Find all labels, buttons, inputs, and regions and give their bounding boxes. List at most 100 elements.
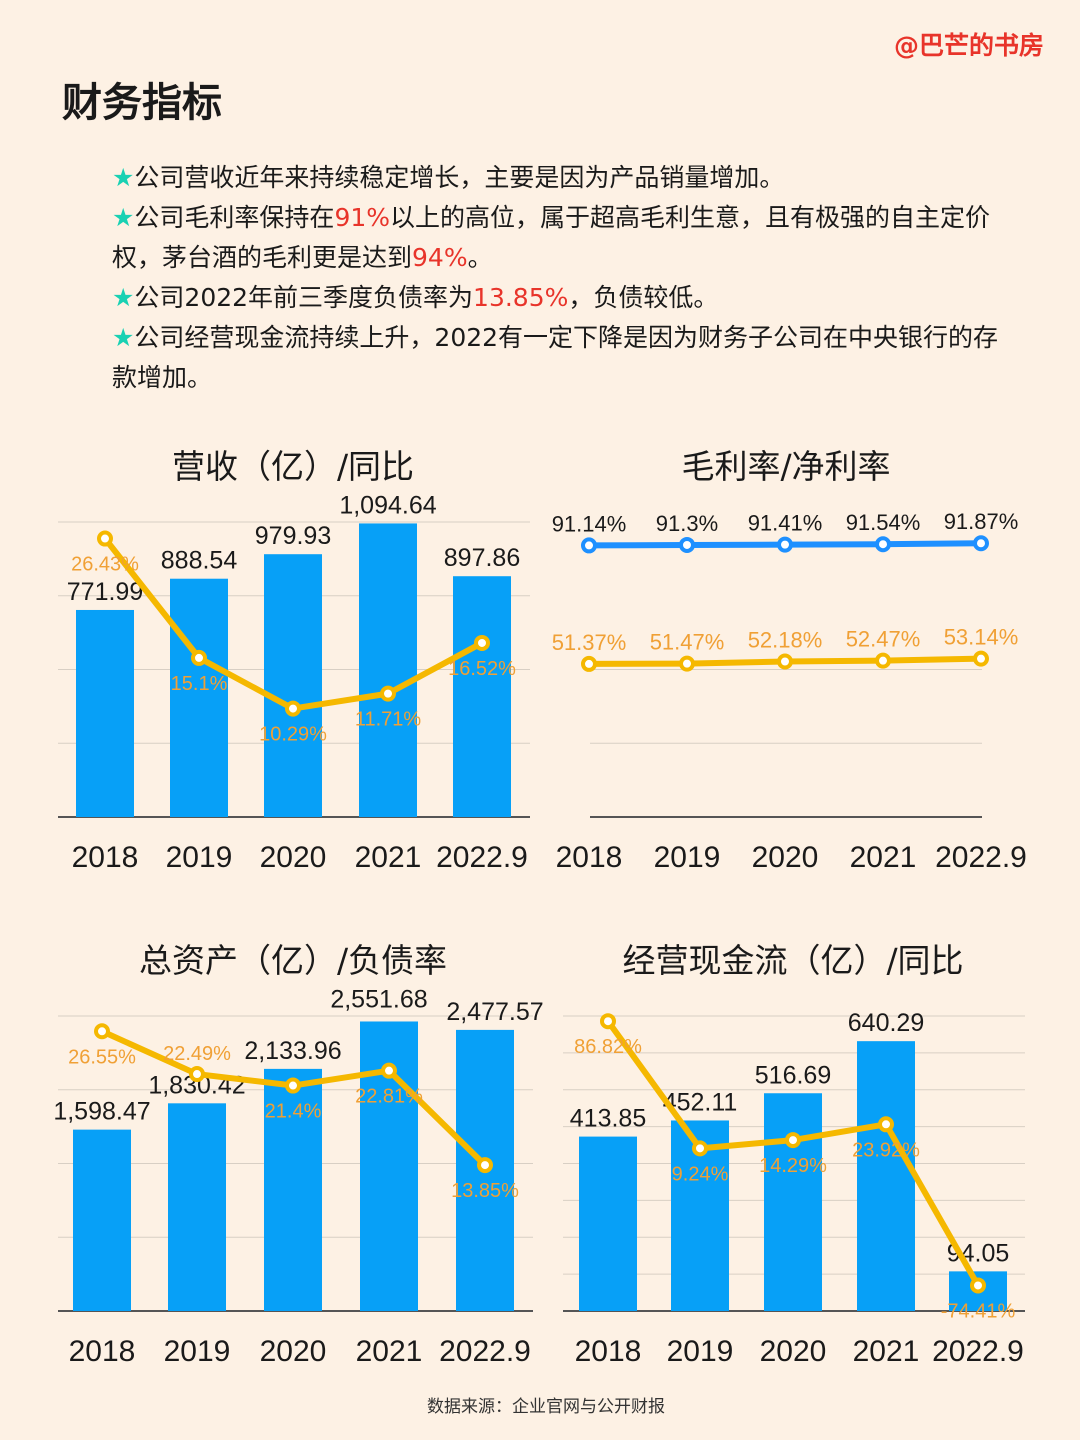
bar-data-label: 2,477.57 <box>446 998 543 1026</box>
x-tick-label: 2022.9 <box>436 841 528 874</box>
x-tick-label: 2018 <box>69 1335 136 1368</box>
chart-title-revenue: 营收（亿）/同比 <box>171 447 415 486</box>
x-tick-label: 2020 <box>760 1335 827 1368</box>
data-point <box>191 649 207 666</box>
data-point <box>600 1013 616 1030</box>
line-data-label: 16.52% <box>448 658 516 680</box>
data-point <box>285 1077 301 1094</box>
data-point <box>380 685 396 702</box>
x-tick-label: 2019 <box>654 841 721 874</box>
bullet-text: 公司经营现金流持续上升，2022有一定下降是因为财务子公司在中央银行的存款增加。 <box>112 323 999 392</box>
bar-data-label: 979.93 <box>255 522 331 550</box>
bar-data-label: 1,094.64 <box>339 491 436 519</box>
bullet-text: 公司营收近年来持续稳定增长，主要是因为产品销量增加。 <box>134 163 785 192</box>
bar <box>76 609 134 817</box>
data-point <box>94 1023 110 1040</box>
bar <box>264 554 322 817</box>
bullet-text: 公司毛利率保持在 <box>134 203 335 232</box>
line-data-label: 13.85% <box>451 1180 519 1202</box>
x-tick-label: 2021 <box>356 1335 423 1368</box>
data-point <box>581 537 597 554</box>
bar-data-label: 2,551.68 <box>330 985 427 1013</box>
star-icon: ★ <box>112 283 135 312</box>
x-tick-label: 2020 <box>752 841 819 874</box>
watermark: @巴芒的书房 <box>893 31 1044 60</box>
data-point <box>692 1140 708 1157</box>
line-data-label: 52.47% <box>846 627 921 652</box>
bar <box>73 1129 131 1311</box>
data-point <box>679 536 695 553</box>
x-tick-label: 2022.9 <box>439 1335 531 1368</box>
x-tick-label: 2021 <box>853 1335 920 1368</box>
bullet-text: ，负债较低。 <box>568 283 719 312</box>
bar-data-label: 888.54 <box>161 547 238 575</box>
bar-data-label: 413.85 <box>570 1105 646 1133</box>
data-source: 数据来源：企业官网与公开财报 <box>427 1397 665 1417</box>
x-tick-label: 2019 <box>667 1335 734 1368</box>
line-data-label: 14.29% <box>759 1155 827 1177</box>
line-data-label: -74.41% <box>941 1300 1016 1322</box>
x-tick-label: 2019 <box>166 841 233 874</box>
bullet-text: 以上的高位，属于超高毛利生意，且有极强的自主定价权，茅台酒的毛利更是达到 <box>112 203 991 272</box>
bullet-list: ★公司营收近年来持续稳定增长，主要是因为产品销量增加。 ★公司毛利率保持在91%以… <box>112 158 1022 398</box>
bar-data-label: 516.69 <box>755 1061 831 1089</box>
bar <box>168 1103 226 1311</box>
line-data-label: 9.24% <box>672 1163 729 1185</box>
x-tick-label: 2020 <box>260 841 327 874</box>
data-point <box>581 655 597 672</box>
data-point <box>875 652 891 669</box>
chart-title-margin: 毛利率/净利率 <box>681 447 891 486</box>
bar <box>359 523 417 817</box>
x-tick-label: 2022.9 <box>935 841 1027 874</box>
line-data-label: 91.54% <box>846 510 921 535</box>
star-icon: ★ <box>112 163 135 192</box>
data-point <box>777 653 793 670</box>
highlight-value: 94% <box>412 243 468 272</box>
line-data-label: 21.4% <box>265 1101 322 1123</box>
x-tick-label: 2021 <box>850 841 917 874</box>
data-point <box>875 536 891 553</box>
line-data-label: 91.41% <box>748 511 823 536</box>
highlight-value: 13.85% <box>473 283 569 312</box>
bar-data-label: 897.86 <box>444 544 520 572</box>
line-data-label: 52.18% <box>748 628 823 653</box>
bullet-text: 公司2022年前三季度负债率为 <box>134 283 474 312</box>
line-data-label: 91.87% <box>944 509 1019 534</box>
line-data-label: 11.71% <box>355 709 422 731</box>
bullet-text: 。 <box>467 243 493 272</box>
bar <box>170 578 228 817</box>
bar <box>453 576 511 817</box>
data-point <box>777 536 793 553</box>
bar <box>764 1093 822 1311</box>
bullet-item: ★公司经营现金流持续上升，2022有一定下降是因为财务子公司在中央银行的存款增加… <box>112 318 1022 398</box>
highlight-value: 91% <box>334 203 391 232</box>
bar <box>579 1136 637 1311</box>
data-point <box>878 1116 894 1133</box>
data-point <box>679 655 695 672</box>
line-data-label: 23.92% <box>852 1139 920 1161</box>
bullet-item: ★公司毛利率保持在91%以上的高位，属于超高毛利生意，且有极强的自主定价权，茅台… <box>112 198 1022 278</box>
bar <box>857 1041 915 1311</box>
line-data-label: 22.49% <box>163 1043 231 1065</box>
page-title: 财务指标 <box>62 80 222 126</box>
x-tick-label: 2020 <box>260 1335 327 1368</box>
line-data-label: 53.14% <box>944 625 1019 650</box>
x-tick-label: 2018 <box>72 841 139 874</box>
chart-title-cashflow: 经营现金流（亿）/同比 <box>622 941 964 980</box>
data-point <box>973 535 989 552</box>
bar-data-label: 1,598.47 <box>53 1098 150 1126</box>
bar-data-label: 2,133.96 <box>244 1037 341 1065</box>
line-data-label: 51.37% <box>552 630 627 655</box>
star-icon: ★ <box>112 203 135 232</box>
data-point <box>285 700 301 717</box>
x-tick-label: 2022.9 <box>932 1335 1024 1368</box>
chart-title-assets: 总资产（亿）/负债率 <box>138 941 448 980</box>
line-data-label: 10.29% <box>259 724 327 746</box>
data-point <box>785 1132 801 1149</box>
line-data-label: 26.43% <box>71 554 139 576</box>
line-data-label: 91.3% <box>656 511 718 536</box>
bar-data-label: 640.29 <box>848 1009 924 1037</box>
star-icon: ★ <box>112 323 135 352</box>
x-tick-label: 2021 <box>355 841 422 874</box>
